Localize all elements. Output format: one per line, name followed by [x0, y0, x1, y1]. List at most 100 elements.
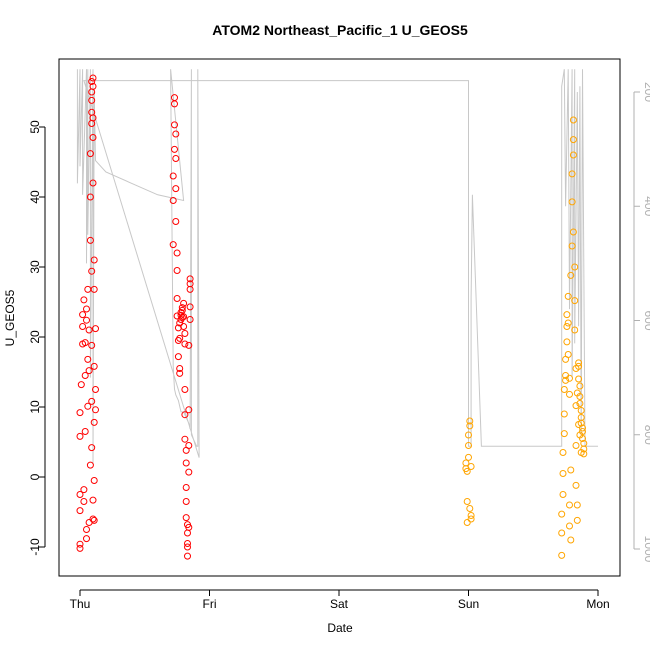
- data-point: [181, 435, 189, 443]
- data-point: [89, 134, 97, 141]
- data-point: [184, 529, 191, 537]
- data-point: [185, 341, 193, 349]
- data-point: [86, 193, 94, 201]
- data-point: [463, 519, 471, 526]
- data-point: [90, 477, 98, 484]
- data-point: [571, 263, 579, 271]
- data-point: [173, 267, 181, 274]
- data-point: [81, 339, 89, 347]
- y2-tick-label: 1000: [642, 536, 650, 563]
- chart-marks: [76, 69, 598, 560]
- data-point: [563, 338, 571, 346]
- data-point: [568, 242, 576, 250]
- y-tick-label: 20: [28, 330, 42, 344]
- data-point: [579, 424, 586, 432]
- data-point: [568, 198, 576, 206]
- data-point: [90, 285, 98, 293]
- data-point: [181, 340, 189, 348]
- y2-tick-label: 400: [642, 196, 650, 216]
- y-tick-label: 40: [28, 190, 42, 204]
- data-point: [182, 484, 190, 491]
- data-point: [467, 512, 475, 519]
- data-point: [86, 236, 94, 244]
- data-point: [172, 218, 180, 225]
- data-point: [184, 540, 191, 547]
- data-point: [465, 442, 472, 449]
- data-point: [76, 507, 84, 515]
- data-point: [466, 417, 474, 425]
- data-point: [559, 449, 567, 456]
- data-point: [176, 319, 184, 327]
- data-point: [575, 375, 583, 383]
- data-point: [569, 136, 577, 144]
- x-tick-label: Sat: [330, 597, 349, 611]
- data-point: [92, 406, 99, 414]
- data-point: [88, 397, 96, 405]
- data-point: [180, 323, 188, 330]
- data-point: [84, 355, 92, 363]
- data-point: [76, 409, 84, 417]
- data-point: [84, 402, 92, 410]
- data-point: [564, 292, 572, 300]
- data-point: [560, 386, 568, 393]
- data-point: [80, 296, 88, 304]
- data-point: [575, 421, 583, 428]
- data-point: [89, 496, 97, 504]
- data-point: [563, 323, 571, 330]
- data-point: [176, 365, 184, 372]
- y2-tick-label: 800: [642, 425, 650, 445]
- data-point: [80, 498, 88, 505]
- data-point: [174, 353, 182, 361]
- data-point: [79, 311, 87, 319]
- data-point: [567, 536, 575, 544]
- data-point: [186, 316, 194, 323]
- data-point: [169, 172, 177, 180]
- data-point: [465, 453, 472, 461]
- y-tick-label: -10: [28, 538, 42, 556]
- data-point: [566, 374, 573, 382]
- data-point: [184, 543, 191, 551]
- data-point: [180, 313, 188, 321]
- data-point: [575, 359, 583, 367]
- data-point: [86, 150, 94, 158]
- x-tick-label: Mon: [586, 597, 609, 611]
- data-point: [77, 381, 85, 389]
- data-point: [173, 312, 181, 320]
- data-point: [81, 428, 89, 435]
- data-point: [171, 121, 178, 129]
- data-point: [76, 432, 84, 440]
- data-point: [172, 155, 180, 162]
- data-point: [563, 311, 571, 319]
- data-point: [88, 267, 96, 275]
- data-point: [576, 393, 584, 400]
- data-point: [566, 501, 573, 509]
- data-point: [569, 116, 577, 124]
- data-point: [567, 466, 575, 474]
- data-point: [569, 228, 577, 236]
- data-point: [90, 256, 98, 264]
- data-point: [89, 74, 97, 82]
- x-axis-label: Date: [327, 621, 353, 635]
- data-point: [186, 280, 194, 288]
- data-point: [572, 442, 580, 449]
- data-point: [577, 407, 585, 414]
- data-point: [172, 185, 180, 193]
- data-point: [560, 410, 568, 418]
- data-point: [89, 515, 97, 523]
- data-point: [571, 297, 579, 305]
- data-point: [560, 430, 568, 438]
- data-point: [558, 551, 566, 559]
- data-point: [83, 316, 90, 324]
- data-point: [171, 94, 178, 102]
- data-point: [576, 431, 584, 439]
- data-point: [567, 271, 575, 279]
- data-point: [576, 400, 584, 407]
- data-point: [90, 362, 98, 370]
- data-point: [558, 510, 566, 518]
- y2-tick-label: 200: [642, 82, 650, 102]
- data-point: [559, 491, 567, 498]
- data-point: [83, 305, 90, 313]
- data-point: [83, 526, 90, 533]
- data-point: [564, 351, 572, 358]
- data-point: [558, 529, 566, 537]
